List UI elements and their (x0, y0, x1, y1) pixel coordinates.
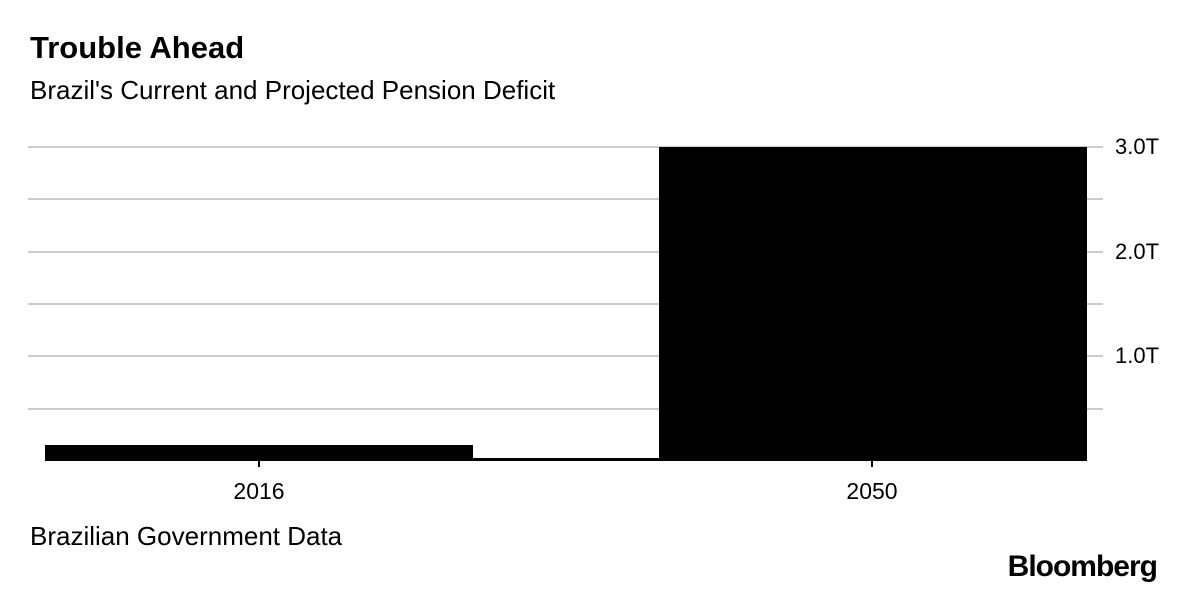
bloomberg-logo: Bloomberg (1007, 550, 1158, 583)
source-label: Brazilian Government Data (30, 521, 343, 551)
x-axis-line (45, 458, 1087, 461)
chart-subtitle: Brazil's Current and Projected Pension D… (30, 75, 556, 105)
gridline (28, 303, 1103, 305)
x-tick-2016 (258, 461, 260, 467)
bar-2016 (45, 445, 473, 461)
gridline (28, 146, 1103, 148)
gridline (28, 198, 1103, 201)
bar-2050 (659, 147, 1087, 461)
gridline (28, 250, 1103, 253)
gridline (28, 407, 1103, 410)
x-label-2016: 2016 (233, 478, 285, 504)
y-label-3.0T: 3.0T (1115, 134, 1160, 159)
y-label-2.0T: 2.0T (1115, 238, 1160, 264)
y-label-1.0T: 1.0T (1115, 343, 1160, 369)
plot-area: 2016 2050 (28, 146, 1103, 504)
x-label-2050: 2050 (846, 478, 898, 504)
x-tick-2050 (871, 461, 873, 467)
gridline (28, 355, 1103, 358)
chart-title: Trouble Ahead (30, 30, 245, 65)
